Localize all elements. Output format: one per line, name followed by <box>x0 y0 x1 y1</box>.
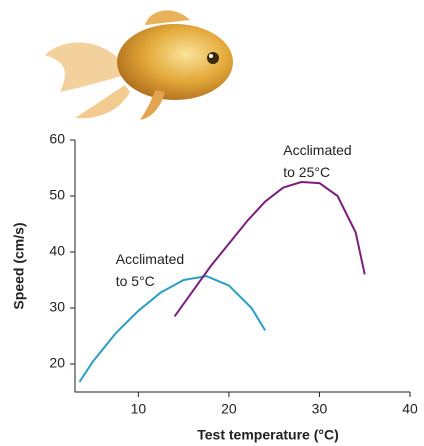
y-tick-label: 40 <box>49 243 65 259</box>
x-tick-label: 10 <box>131 401 147 417</box>
x-tick-label: 40 <box>402 401 418 417</box>
y-tick-label: 50 <box>49 187 65 203</box>
y-axis-label: Speed (cm/s) <box>11 222 27 309</box>
annotation: to 25°C <box>283 164 330 180</box>
y-tick-label: 30 <box>49 299 65 315</box>
annotation: to 5°C <box>116 273 155 289</box>
x-tick-label: 20 <box>221 401 237 417</box>
x-axis-label: Test temperature (°C) <box>197 427 338 443</box>
y-tick-label: 20 <box>49 355 65 371</box>
chart: Speed (cm/s) Test temperature (°C) 20 30 4… <box>0 0 424 446</box>
line-series <box>175 182 365 316</box>
annotation: Acclimated <box>283 142 351 158</box>
goldfish-illustration <box>45 10 233 120</box>
y-tick-label: 60 <box>49 131 65 147</box>
annotation: Acclimated <box>116 251 184 267</box>
x-tick-label: 30 <box>312 401 328 417</box>
line-series <box>80 276 266 382</box>
